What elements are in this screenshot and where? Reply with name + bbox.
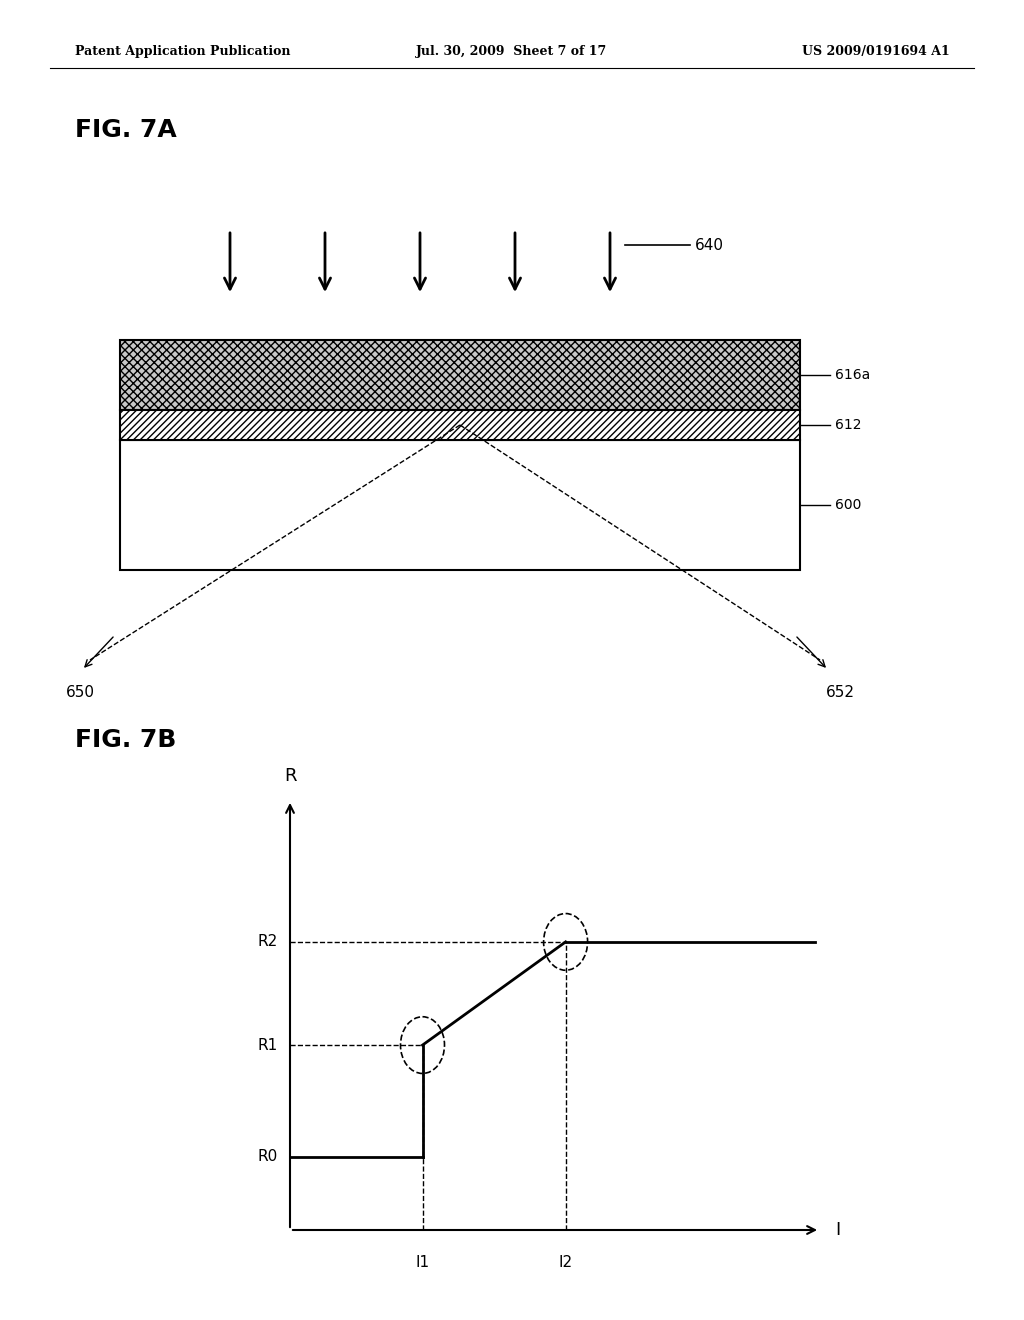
Text: 600: 600 — [835, 498, 861, 512]
Text: Patent Application Publication: Patent Application Publication — [75, 45, 291, 58]
Bar — [120, 440, 800, 570]
Bar — [120, 411, 800, 440]
Text: 616a: 616a — [835, 368, 870, 381]
Text: 612: 612 — [835, 418, 861, 432]
Bar — [120, 341, 800, 411]
Text: R0: R0 — [258, 1150, 278, 1164]
Text: R1: R1 — [258, 1038, 278, 1052]
Text: I: I — [835, 1221, 841, 1239]
Text: I2: I2 — [558, 1255, 572, 1270]
Text: 650: 650 — [66, 685, 94, 700]
Text: R: R — [284, 767, 296, 785]
Text: Jul. 30, 2009  Sheet 7 of 17: Jul. 30, 2009 Sheet 7 of 17 — [417, 45, 607, 58]
Text: 640: 640 — [695, 238, 724, 252]
Text: R2: R2 — [258, 935, 278, 949]
Text: 652: 652 — [825, 685, 854, 700]
Text: FIG. 7B: FIG. 7B — [75, 729, 176, 752]
Text: I1: I1 — [416, 1255, 429, 1270]
Text: FIG. 7A: FIG. 7A — [75, 117, 177, 143]
Text: US 2009/0191694 A1: US 2009/0191694 A1 — [802, 45, 950, 58]
